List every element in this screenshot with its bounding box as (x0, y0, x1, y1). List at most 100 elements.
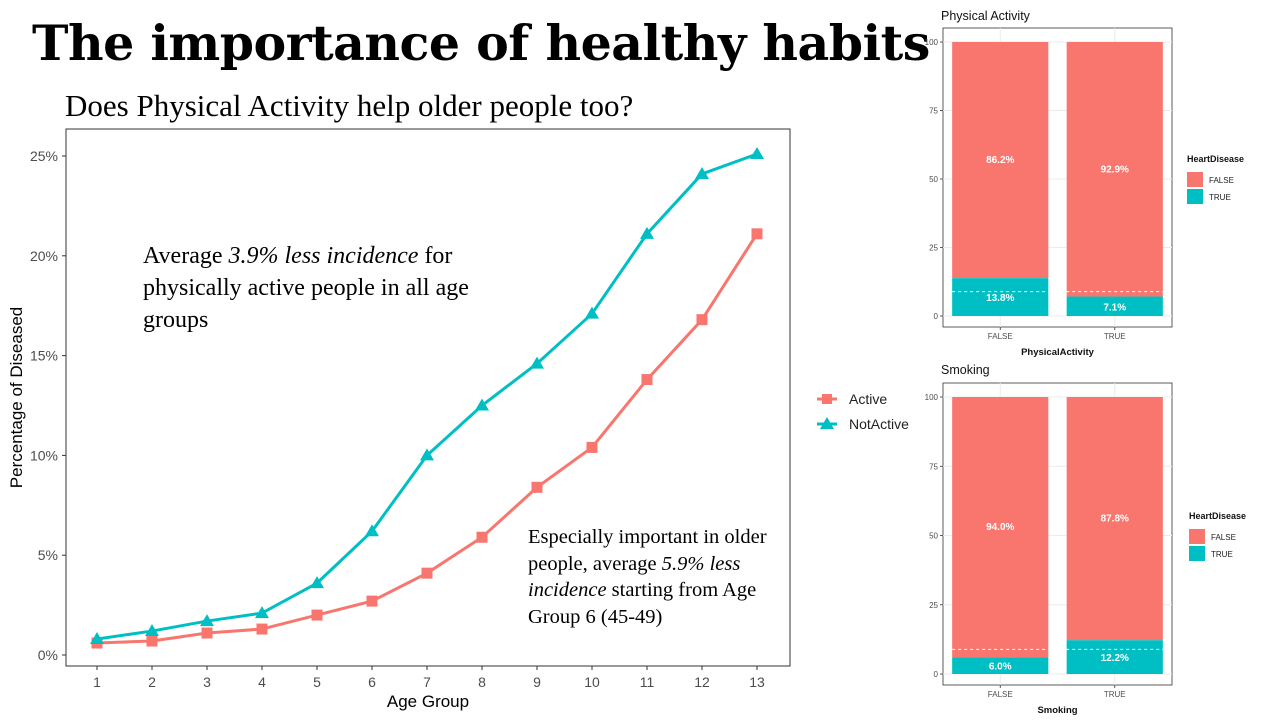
data-point-active (311, 609, 323, 621)
x-tick-label: 10 (584, 674, 600, 690)
data-point-active (641, 374, 653, 386)
physical-activity-chart-y-tick-label: 100 (925, 38, 939, 47)
y-tick-label: 0% (38, 647, 58, 663)
data-point-notactive (585, 306, 599, 319)
data-point-notactive (310, 576, 324, 589)
data-point-active (366, 595, 378, 607)
x-tick-label: 6 (368, 674, 376, 690)
physical-activity-chart-bar-false (1066, 42, 1163, 297)
smoking-chart-bar-label-true: 12.2% (1101, 653, 1129, 664)
smoking-chart-y-tick-label: 75 (929, 462, 938, 471)
data-point-notactive (695, 166, 709, 179)
x-tick-label: 7 (423, 674, 431, 690)
physical-activity-chart-legend-label-true: TRUE (1209, 193, 1231, 202)
data-point-active (696, 314, 708, 326)
y-tick-label: 25% (30, 148, 58, 164)
smoking-chart-title: Smoking (941, 363, 990, 377)
x-tick-label: 1 (93, 674, 101, 690)
data-point-active (586, 441, 598, 453)
physical-activity-chart-bar-true (1066, 296, 1163, 316)
data-point-notactive (365, 524, 379, 537)
physical-activity-chart-legend-key-true (1187, 189, 1203, 204)
physical-activity-chart-y-tick-label: 25 (929, 244, 938, 253)
data-point-active (201, 627, 213, 639)
data-point-active (751, 228, 763, 240)
x-tick-label: 3 (203, 674, 211, 690)
data-point-notactive (255, 606, 269, 619)
data-point-active (421, 567, 433, 579)
annotation-older-emphasis: 5.9% less incidence (528, 552, 741, 602)
physical-activity-chart-bar-false (952, 42, 1049, 279)
annotation-older-people: Especially important in older people, av… (528, 526, 767, 628)
physical-activity-chart-bar-label-false: 86.2% (986, 155, 1014, 166)
smoking-chart-legend-key-true (1189, 546, 1205, 561)
data-point-active (531, 481, 543, 493)
physical-activity-chart-legend-label-false: FALSE (1209, 176, 1234, 185)
physical-activity-chart-title: Physical Activity (941, 9, 1031, 23)
data-point-active (146, 635, 158, 647)
data-point-active (256, 623, 268, 635)
physical-activity-chart-bar-true (952, 278, 1049, 316)
x-tick-label: 11 (640, 674, 655, 690)
smoking-chart-y-tick-label: 50 (929, 532, 938, 541)
data-point-notactive (640, 226, 654, 239)
legend-key-marker (820, 417, 834, 429)
y-axis-label: Percentage of Diseased (7, 307, 26, 488)
physical-activity-chart-y-tick-label: 75 (929, 107, 938, 116)
smoking-chart-legend-key-false (1189, 529, 1205, 544)
smoking-chart-y-tick-label: 0 (934, 670, 939, 679)
data-point-notactive (750, 147, 764, 160)
legend-label-active: Active (849, 391, 887, 407)
annotation-average: Average 3.9% less incidence for physical… (143, 243, 469, 333)
physical-activity-chart-bar-label-true: 7.1% (1103, 302, 1126, 313)
smoking-chart-bar-false (952, 397, 1049, 658)
legend-key-marker (822, 394, 832, 404)
physical-activity-chart-bar-label-true: 13.8% (986, 293, 1014, 304)
slide-subtitle: Does Physical Activity help older people… (65, 88, 634, 123)
y-tick-label: 20% (30, 248, 58, 264)
x-tick-label: 4 (258, 674, 266, 690)
physical-activity-chart-legend-title: HeartDisease (1187, 154, 1244, 164)
y-tick-label: 15% (30, 348, 58, 364)
x-tick-label: 9 (533, 674, 541, 690)
smoking-chart-legend-title: HeartDisease (1189, 511, 1246, 521)
data-point-notactive (145, 624, 159, 637)
data-point-notactive (90, 632, 104, 645)
smoking-chart-bar-true (1066, 640, 1163, 674)
smoking-chart-bar-false (1066, 397, 1163, 641)
smoking-chart-x-tick-label: TRUE (1104, 690, 1126, 699)
x-tick-label: 2 (148, 674, 156, 690)
smoking-chart-bar-label-true: 6.0% (989, 662, 1012, 673)
x-axis-label: Age Group (387, 692, 469, 711)
legend-label-notactive: NotActive (849, 416, 909, 432)
physical-activity-chart-y-tick-label: 0 (934, 312, 939, 321)
data-point-notactive (420, 448, 434, 461)
x-tick-label: 8 (478, 674, 486, 690)
smoking-chart-legend-label-false: FALSE (1211, 533, 1236, 542)
y-tick-label: 10% (30, 447, 58, 463)
smoking-chart-legend-label-true: TRUE (1211, 550, 1233, 559)
physical-activity-chart-x-axis-label: PhysicalActivity (1021, 347, 1095, 358)
physical-activity-chart-x-tick-label: FALSE (988, 332, 1013, 341)
physical-activity-chart-x-tick-label: TRUE (1104, 332, 1126, 341)
x-tick-label: 5 (313, 674, 321, 690)
physical-activity-chart-legend-key-false (1187, 172, 1203, 187)
data-point-notactive (200, 614, 214, 627)
physical-activity-chart-bar-label-false: 92.9% (1101, 164, 1129, 175)
x-tick-label: 12 (694, 674, 710, 690)
physical-activity-chart-y-tick-label: 50 (929, 175, 938, 184)
smoking-chart-bar-label-false: 94.0% (986, 522, 1014, 533)
smoking-chart-bar-true (952, 657, 1049, 674)
data-point-active (476, 531, 488, 543)
annotation-average-emphasis: 3.9% less incidence (228, 243, 419, 269)
data-point-notactive (530, 356, 544, 369)
y-tick-label: 5% (38, 547, 58, 563)
smoking-chart-y-tick-label: 25 (929, 601, 938, 610)
data-point-notactive (475, 398, 489, 411)
smoking-chart-bar-label-false: 87.8% (1101, 514, 1129, 525)
smoking-chart-x-tick-label: FALSE (988, 690, 1013, 699)
x-tick-label: 13 (749, 674, 765, 690)
smoking-chart-x-axis-label: Smoking (1037, 705, 1077, 716)
slide-title: The importance of healthy habits (32, 14, 930, 72)
